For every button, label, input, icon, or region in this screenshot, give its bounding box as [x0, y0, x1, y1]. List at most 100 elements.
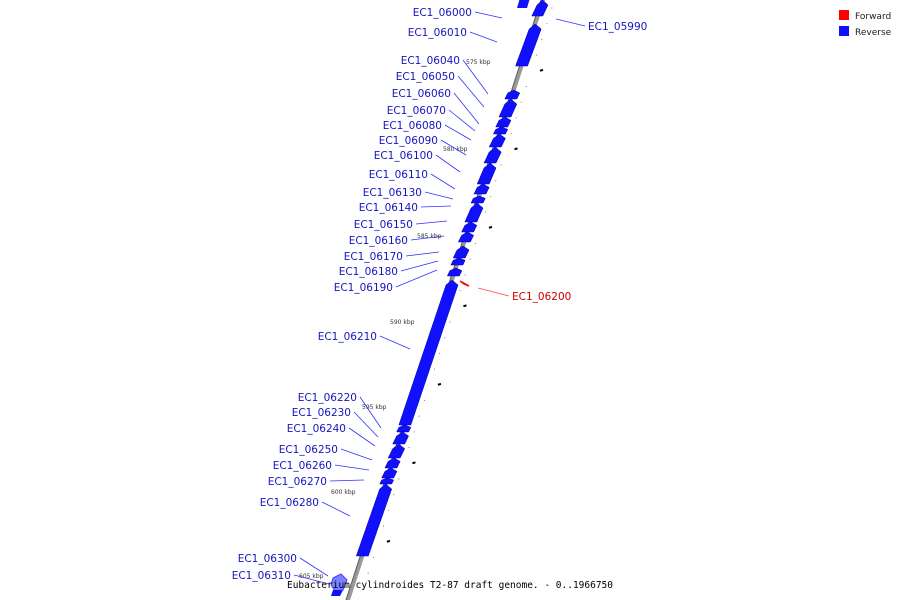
gene-label[interactable]: EC1_06070: [387, 105, 446, 117]
gene-EC1_06210[interactable]: [398, 279, 459, 426]
gene-label[interactable]: EC1_06250: [279, 444, 338, 456]
leader-line: [400, 260, 439, 272]
legend: Forward Reverse: [839, 10, 892, 38]
gene-label[interactable]: EC1_06200: [512, 291, 571, 303]
tick-label: 595 kbp: [362, 404, 387, 411]
gene-label[interactable]: EC1_06050: [396, 71, 455, 83]
tick-label: 575 kbp: [466, 59, 491, 66]
gene-labels: EC1_05990 EC1_06000 EC1_06010 EC1_06040 EC1_…: [232, 7, 648, 582]
leader-line: [477, 287, 510, 297]
minor-ticks: [362, 7, 553, 590]
tick-label: 600 kbp: [331, 489, 356, 496]
gene-label[interactable]: EC1_06060: [392, 88, 451, 100]
gene-label[interactable]: EC1_06270: [268, 476, 327, 488]
gene-EC1_06080[interactable]: [488, 133, 506, 148]
gene-EC1_06090[interactable]: [483, 146, 502, 164]
gene-EC1_06110[interactable]: [473, 183, 490, 195]
legend-forward-label: Forward: [855, 12, 891, 22]
gene-label[interactable]: EC1_06150: [354, 219, 413, 231]
gene-EC1_06010[interactable]: [515, 23, 542, 67]
tick-label: 605 kbp: [299, 573, 324, 580]
gene-EC1_06310[interactable]: [331, 590, 343, 596]
leader-line: [474, 11, 503, 19]
gene-EC1_06170[interactable]: [452, 245, 470, 259]
minor-tick: [412, 461, 416, 465]
leader-line: [469, 31, 498, 43]
leader-line: [299, 557, 329, 577]
gene-label[interactable]: EC1_06280: [260, 497, 319, 509]
tick-labels: 575 kbp 580 kbp 585 kbp 590 kbp 595 kbp 600 k…: [299, 59, 491, 580]
gene-EC1_06270[interactable]: [379, 477, 394, 485]
genome-caption: Eubacterium cylindroides T2-87 draft gen…: [287, 580, 613, 591]
gene-EC1_05990[interactable]: [517, 0, 530, 8]
minor-tick: [488, 225, 493, 229]
leader-line: [415, 220, 448, 225]
minor-tick: [539, 68, 544, 72]
gene-EC1_06130[interactable]: [470, 195, 486, 204]
gene-label[interactable]: EC1_06260: [273, 460, 332, 472]
leader-line: [453, 92, 480, 125]
gene-EC1_06180[interactable]: [450, 257, 466, 266]
minor-tick: [514, 147, 518, 151]
gene-label[interactable]: EC1_06080: [383, 120, 442, 132]
leader-line: [405, 251, 440, 257]
gene-EC1_06150[interactable]: [461, 221, 478, 233]
leader-line: [340, 448, 373, 461]
tick-label: 590 kbp: [390, 319, 415, 326]
gene-EC1_06000[interactable]: [531, 0, 549, 17]
gene-label[interactable]: EC1_06000: [413, 7, 472, 19]
gene-label[interactable]: EC1_06190: [334, 282, 393, 294]
gene-label[interactable]: EC1_06040: [401, 55, 460, 67]
gene-EC1_06100[interactable]: [476, 162, 497, 185]
leader-line: [293, 574, 330, 585]
gene-label[interactable]: EC1_06090: [379, 135, 438, 147]
gene-label[interactable]: EC1_06220: [298, 392, 357, 404]
gene-label[interactable]: EC1_06310: [232, 570, 291, 582]
gene-label[interactable]: EC1_06240: [287, 423, 346, 435]
tick-label: 585 kbp: [417, 233, 442, 240]
gene-EC1_06220[interactable]: [396, 424, 412, 433]
gene-EC1_06190[interactable]: [446, 267, 463, 277]
leader-line: [435, 154, 461, 173]
gene-label[interactable]: EC1_06170: [344, 251, 403, 263]
gene-EC1_06200[interactable]: [459, 280, 470, 287]
leader-line: [329, 479, 365, 482]
tick-label: 580 kbp: [443, 146, 468, 153]
gene-EC1_06250[interactable]: [384, 457, 401, 469]
gene-label[interactable]: EC1_06010: [408, 27, 467, 39]
minor-tick: [386, 539, 391, 543]
gene-EC1_06260[interactable]: [381, 467, 398, 479]
leader-line: [321, 501, 351, 517]
leader-line: [448, 109, 476, 132]
leader-line: [440, 139, 467, 156]
gene-EC1_06070[interactable]: [493, 126, 509, 135]
gene-EC1_06280[interactable]: [355, 483, 392, 557]
leader-line: [420, 205, 452, 208]
gene-label[interactable]: EC1_06180: [339, 266, 398, 278]
gene-label[interactable]: EC1_06130: [363, 187, 422, 199]
gene-label[interactable]: EC1_06300: [238, 553, 297, 565]
gene-label[interactable]: EC1_06140: [359, 202, 418, 214]
legend-reverse-label: Reverse: [855, 28, 892, 38]
minor-tick: [463, 304, 467, 308]
gene-label[interactable]: EC1_06110: [369, 169, 428, 181]
leader-line: [359, 396, 382, 429]
gene-EC1_06040[interactable]: [504, 89, 521, 100]
gene-label[interactable]: EC1_06210: [318, 331, 377, 343]
gene-label[interactable]: EC1_06100: [374, 150, 433, 162]
gene-label[interactable]: EC1_06160: [349, 235, 408, 247]
gene-blocks: [330, 0, 549, 596]
gene-EC1_06060[interactable]: [495, 116, 512, 128]
gene-EC1_06160[interactable]: [457, 231, 474, 243]
leader-line: [410, 235, 445, 241]
gene-label[interactable]: EC1_06230: [292, 407, 351, 419]
leader-line: [430, 173, 456, 190]
gene-EC1_06050[interactable]: [498, 98, 518, 118]
gene-EC1_06230[interactable]: [392, 431, 409, 445]
gene-EC1_06140[interactable]: [464, 202, 484, 223]
leader-line: [353, 411, 379, 438]
gene-EC1_06240[interactable]: [387, 443, 406, 459]
gene-label[interactable]: EC1_05990: [588, 21, 647, 33]
